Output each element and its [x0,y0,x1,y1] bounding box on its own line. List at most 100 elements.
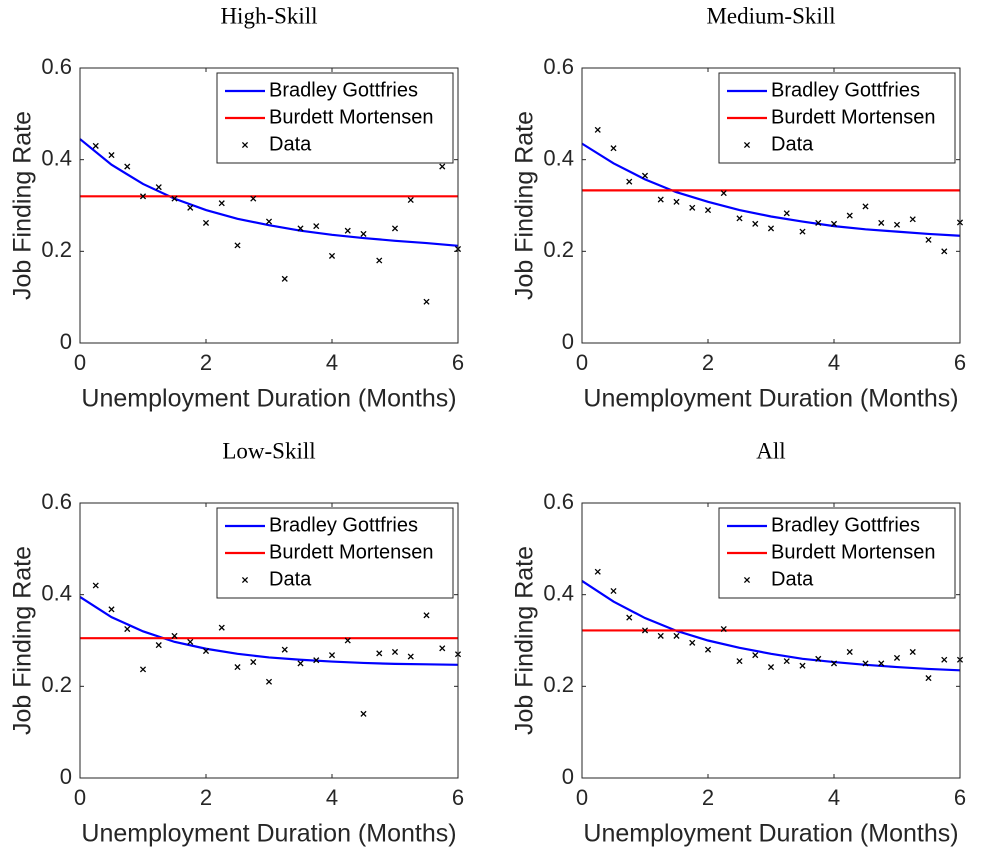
x-tick-label: 6 [452,785,464,810]
legend-label: Data [269,568,312,590]
x-tick-label: 6 [452,350,464,375]
marker [862,203,869,210]
legend-label: Burdett Mortensen [771,541,936,563]
marker [202,647,210,655]
marker [124,163,131,170]
x-tick-label: 2 [702,350,714,375]
marker [909,648,916,656]
marker [313,657,320,664]
marker [736,658,743,665]
legend-label: Burdett Mortensen [269,541,434,563]
marker [218,624,225,631]
marker [799,662,806,669]
marker [752,652,759,659]
x-tick-label: 0 [576,350,588,375]
marker [391,225,399,232]
legend-label: Data [771,568,814,590]
marker [407,653,414,660]
marker [846,648,853,656]
marker [108,152,115,159]
x-tick-label: 6 [954,785,966,810]
marker [328,252,336,259]
legend-label: Data [269,133,312,155]
marker [439,163,446,170]
x-tick-label: 2 [702,785,714,810]
marker [799,228,806,235]
marker [893,654,901,661]
marker [846,212,853,219]
y-tick-label: 0.2 [41,672,72,697]
x-axis-label: Unemployment Duration (Months) [81,820,456,848]
x-tick-label: 4 [828,785,840,810]
x-tick-label: 0 [74,350,86,375]
marker [720,625,727,633]
marker [171,195,178,202]
x-tick-label: 0 [74,785,86,810]
line [581,142,961,237]
marker [878,219,885,226]
marker [641,627,649,634]
y-tick-label: 0 [60,329,72,354]
marker [783,658,790,665]
y-tick-label: 0.2 [543,672,574,697]
legend-marker [241,141,249,149]
marker [92,142,99,149]
y-tick-label: 0.6 [41,489,72,514]
axes-frame [581,502,961,779]
y-tick-label: 0.2 [41,237,72,262]
marker [767,664,775,671]
marker [297,225,304,232]
marker [830,220,838,227]
marker [878,660,885,667]
marker [124,625,131,633]
y-axis-label: Job Finding Rate [511,111,539,300]
marker [313,223,320,230]
legend-marker [743,576,751,584]
y-tick-label: 0.4 [543,580,574,605]
legend-marker [743,141,751,149]
legend-label: Bradley Gottfries [269,79,418,101]
marker [265,218,273,225]
legend-label: Bradley Gottfries [771,79,920,101]
x-tick-label: 4 [326,350,338,375]
marker [689,204,696,211]
y-tick-label: 0.6 [543,489,574,514]
x-tick-label: 2 [200,785,212,810]
y-tick-label: 0 [562,329,574,354]
subplot-title: All [756,438,785,463]
marker [407,196,414,204]
marker [155,642,162,649]
legend-label: Bradley Gottfries [771,514,920,536]
x-tick-label: 0 [576,785,588,810]
marker [925,675,932,682]
marker [610,587,617,595]
marker [626,178,633,185]
marker [815,219,822,226]
legend-label: Burdett Mortensen [771,106,936,128]
marker [626,614,633,621]
marker [423,298,430,305]
x-tick-label: 6 [954,350,966,375]
legend-label: Bradley Gottfries [269,514,418,536]
marker [187,638,194,645]
y-tick-label: 0 [60,764,72,789]
line [581,579,961,672]
axes-frame [79,67,459,344]
y-tick-label: 0.6 [41,54,72,79]
marker [830,660,838,667]
marker [328,652,336,659]
legend-label: Data [771,133,814,155]
marker [376,257,383,264]
marker [218,200,225,207]
x-tick-label: 2 [200,350,212,375]
axes-frame [581,67,961,344]
legend-label: Burdett Mortensen [269,106,434,128]
marker [344,227,351,234]
subplot-title: Low-Skill [222,438,315,463]
marker [234,242,241,249]
marker [720,190,727,197]
y-axis-label: Job Finding Rate [9,546,37,735]
subplot-title: High-Skill [220,3,317,28]
marker [439,645,446,652]
x-axis-label: Unemployment Duration (Months) [583,385,958,413]
